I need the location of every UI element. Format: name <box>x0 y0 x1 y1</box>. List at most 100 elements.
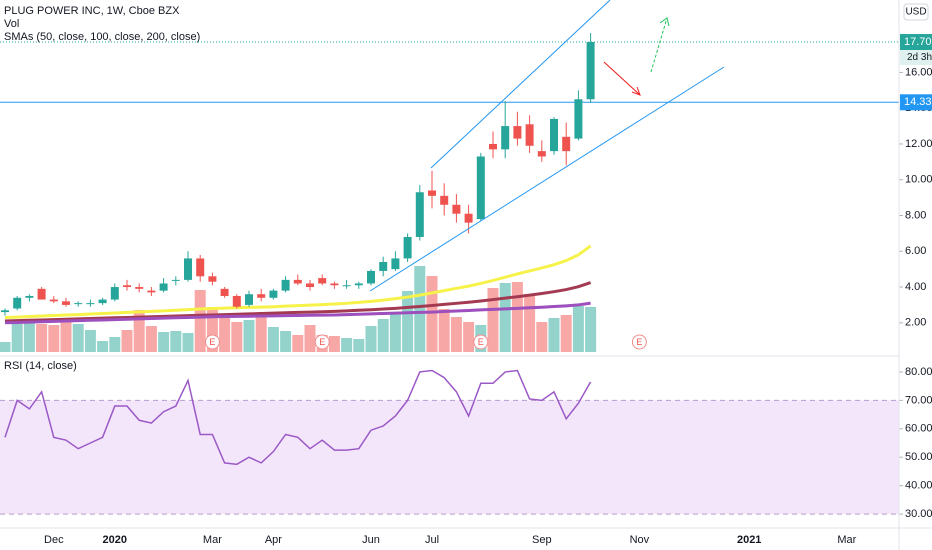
volume-bar <box>426 276 438 352</box>
x-tick-label: Jul <box>425 534 439 546</box>
candle-body <box>110 287 119 300</box>
volume-bar <box>0 342 11 352</box>
channel-lower <box>369 66 725 292</box>
candle-body <box>257 294 266 298</box>
rsi-label: RSI (14, close) <box>4 360 77 372</box>
candle-body <box>269 290 278 298</box>
candle-body <box>196 258 205 277</box>
last-price-label: 17.70 <box>904 36 932 48</box>
candle-body <box>25 295 34 298</box>
candle-body <box>464 213 473 223</box>
volume-bar <box>377 319 389 352</box>
sma-line <box>4 244 592 319</box>
volume-bar <box>353 339 365 352</box>
candle-body <box>1 310 9 313</box>
volume-bar <box>536 322 548 352</box>
sma-label: SMAs (50, close, 100, close, 200, close) <box>4 31 200 43</box>
volume-bar <box>389 312 401 352</box>
candle-body <box>379 262 388 271</box>
volume-bar <box>280 331 292 352</box>
volume-bar <box>255 316 267 352</box>
volume-bar <box>414 266 426 352</box>
candle-body <box>306 283 314 288</box>
volume-bar <box>109 337 121 352</box>
candle-body <box>171 279 180 281</box>
volume-bar <box>402 291 414 352</box>
candle-body <box>525 124 534 146</box>
candle-body <box>501 126 510 150</box>
volume-bar <box>487 288 499 352</box>
rsi-tick-label: 60.00 <box>905 423 932 435</box>
candle-body <box>220 288 229 296</box>
candle-body <box>342 285 351 287</box>
candle-body <box>208 276 217 282</box>
rsi-tick-label: 80.00 <box>905 366 932 378</box>
candle-body <box>281 279 290 291</box>
candle-body <box>452 204 461 214</box>
earnings-label: E <box>319 337 325 347</box>
candle-body <box>184 258 192 280</box>
rsi-line <box>4 369 592 466</box>
volume-bar <box>48 325 60 352</box>
hline-label: 14.33 <box>904 96 932 108</box>
y-tick-label: 2.00 <box>905 317 926 329</box>
x-tick-label: Sep <box>532 534 552 546</box>
candle-body <box>49 299 58 302</box>
y-tick-label: 6.00 <box>905 245 926 257</box>
candle-body <box>74 303 83 305</box>
volume-bar <box>328 336 340 352</box>
candle-body <box>513 126 522 139</box>
sma-line <box>4 301 591 325</box>
rsi-tick-label: 30.00 <box>905 508 932 520</box>
x-tick-label: 2021 <box>737 534 761 546</box>
candle-body <box>574 99 583 139</box>
candle-body <box>318 278 327 284</box>
volume-label: Vol <box>4 18 19 30</box>
volume-bar <box>304 325 316 352</box>
volume-bar <box>511 282 523 352</box>
rsi-pane <box>0 399 899 515</box>
x-tick-label: Dec <box>44 534 64 546</box>
earnings-marker <box>204 334 220 350</box>
drawings <box>369 0 725 292</box>
sma-line <box>4 281 592 323</box>
candle-body <box>232 295 241 307</box>
volume-bar <box>194 290 206 352</box>
y-tick-label: 12.00 <box>905 138 932 150</box>
candle-body <box>245 294 253 305</box>
y-tick-label: 10.00 <box>905 174 932 186</box>
candle-body <box>403 236 412 259</box>
currency-box[interactable] <box>903 3 929 21</box>
candle-body <box>330 283 339 286</box>
x-tick-label: 2020 <box>103 534 127 546</box>
x-tick-label: Jun <box>362 534 380 546</box>
rsi-tick-label: 70.00 <box>905 394 932 406</box>
rsi-tick-label: 40.00 <box>905 480 932 492</box>
candle-body <box>135 287 144 289</box>
candle-body <box>123 285 131 288</box>
x-tick-label: Mar <box>837 534 856 546</box>
volume-bar <box>60 320 72 352</box>
y-tick-label: 16.00 <box>905 66 932 78</box>
volume-bar <box>450 317 462 352</box>
candle-body <box>537 151 546 157</box>
volume-bar <box>72 324 84 352</box>
candle-body <box>62 301 70 305</box>
volume-bar <box>572 306 584 352</box>
volume-bar <box>23 323 35 352</box>
candle-body <box>293 279 302 284</box>
candle-body <box>391 258 400 270</box>
volume-bar <box>11 324 23 352</box>
volume-bar <box>438 309 450 352</box>
candle-body <box>440 195 449 205</box>
candle-body <box>550 118 558 152</box>
currency[interactable]: USD <box>905 7 926 18</box>
rsi-band <box>0 400 899 515</box>
volume-bar <box>585 307 597 352</box>
y-tick-label: 8.00 <box>905 209 926 221</box>
volume-bar <box>524 294 536 352</box>
y-tick-label: 4.00 <box>905 281 926 293</box>
volume-bar <box>560 315 572 352</box>
channel-upper <box>430 0 611 169</box>
arrow-head <box>631 86 641 96</box>
